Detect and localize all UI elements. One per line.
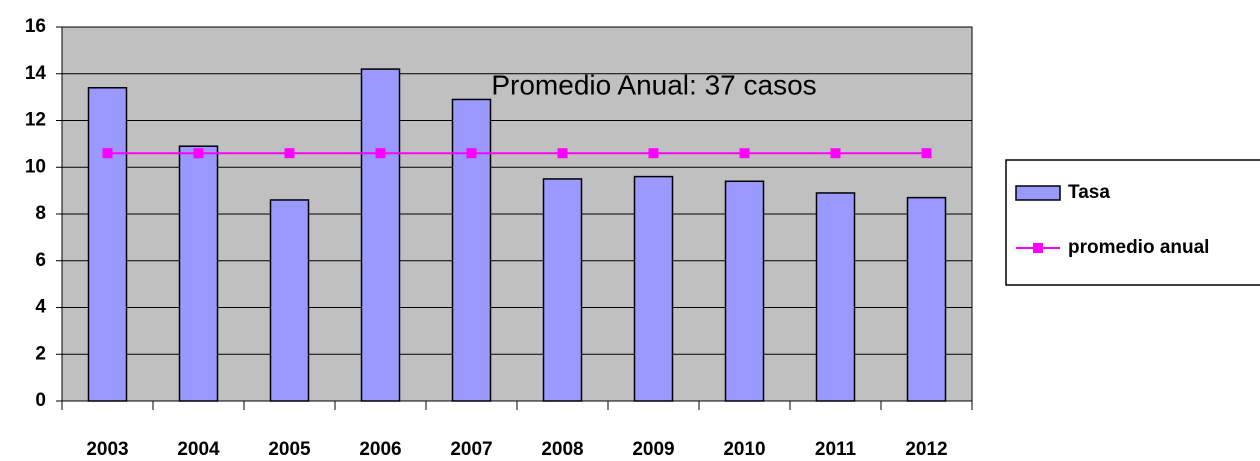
bar <box>906 196 947 402</box>
y-tick-label: 4 <box>35 297 46 318</box>
marker <box>921 148 932 159</box>
x-tick-label: 2007 <box>450 439 492 460</box>
annotation: Promedio Anual: 37 casos <box>491 69 816 100</box>
x-tick-label: 2011 <box>815 439 857 460</box>
marker <box>375 148 386 159</box>
x-tick-label: 2009 <box>632 439 674 460</box>
bar <box>178 145 219 402</box>
marker <box>830 148 841 159</box>
legend-swatch <box>1015 185 1061 201</box>
x-tick-label: 2006 <box>359 439 401 460</box>
legend-label: promedio anual <box>1068 237 1209 258</box>
bar <box>269 199 310 402</box>
x-tick-label: 2003 <box>86 439 128 460</box>
legend-marker <box>1033 243 1043 253</box>
x-tick-label: 2005 <box>268 439 311 460</box>
y-tick-label: 12 <box>25 110 46 131</box>
bar <box>633 175 674 402</box>
marker <box>648 148 659 159</box>
marker <box>739 148 750 159</box>
bar <box>542 178 583 402</box>
x-tick-label: 2004 <box>177 439 220 460</box>
legend-box <box>1005 159 1260 286</box>
x-tick-label: 2012 <box>905 439 947 460</box>
y-tick-label: 8 <box>35 203 46 224</box>
y-tick-label: 2 <box>35 343 46 364</box>
y-tick-label: 0 <box>35 390 46 411</box>
marker <box>557 148 568 159</box>
bar <box>360 68 401 402</box>
y-tick-label: 6 <box>35 250 46 271</box>
marker <box>102 148 113 159</box>
x-tick-label: 2010 <box>723 439 765 460</box>
bar <box>724 180 765 402</box>
y-tick-label: 14 <box>25 63 47 84</box>
marker <box>284 148 295 159</box>
marker <box>466 148 477 159</box>
legend-label: Tasa <box>1068 182 1110 203</box>
y-tick-label: 16 <box>25 16 46 37</box>
marker <box>193 148 204 159</box>
bar <box>87 87 128 402</box>
x-tick-label: 2008 <box>541 439 583 460</box>
y-tick-label: 10 <box>25 156 46 177</box>
bar <box>451 98 492 402</box>
bar <box>815 192 856 402</box>
